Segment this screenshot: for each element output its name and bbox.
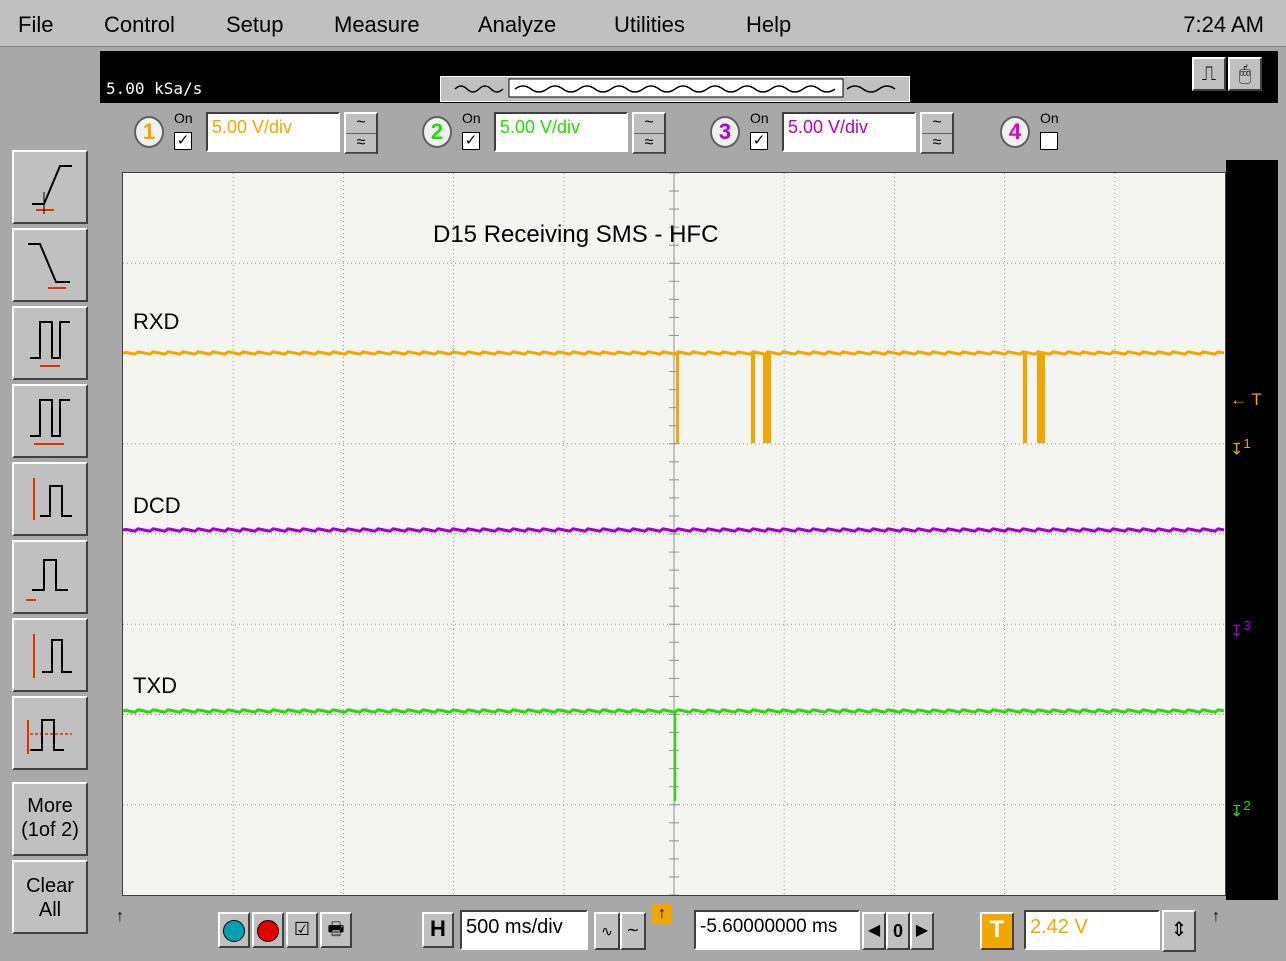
single-icon: ☑ [293,919,311,939]
rxd-pulse [751,353,755,443]
print-icon: 🖶 [327,919,345,939]
txd-trace [122,708,1225,714]
channel-2-button[interactable]: 2 [422,116,452,148]
rise-time-icon[interactable] [12,150,88,224]
stop-icon [257,920,279,942]
channel-3-scale-field[interactable]: 5.00 V/div [782,112,916,152]
delay-zero-button[interactable]: 0 [886,912,910,950]
menu-utilities[interactable]: Utilities [614,12,685,37]
menu-file[interactable]: File [18,12,54,37]
pulse-mode-icon[interactable]: ⎍ [1192,57,1226,91]
rxd-pulse [1037,353,1045,443]
menu-help[interactable]: Help [746,12,792,37]
delay-marker-icon: ↑ [652,904,672,924]
ch2-ground-marker[interactable]: ↧2 [1230,798,1251,821]
menu-bar: File Control Setup Measure Analyze Utili… [0,0,1286,47]
channel-controls: 1 On ✓ 5.00 V/div ~ ≈ 2 On ✓ 5.00 V/div ~… [100,104,1278,160]
channel-4-on-checkbox[interactable] [1040,132,1058,150]
trigger-level-field[interactable]: 2.42 V [1024,910,1160,950]
screen-annotation: D15 Receiving SMS - HFC [433,221,719,248]
delay-right-button[interactable]: ▶ [910,912,934,950]
sample-rate: 5.00 kSa/s [106,79,203,98]
waveform-grid [122,172,1225,896]
minimum-icon[interactable] [12,540,88,614]
mouse-mode-icon[interactable]: 🖱 [1228,57,1262,91]
scroll-up-arrow-icon[interactable]: ↑ [116,908,124,925]
dcd-trace [122,527,1225,533]
channel-4-button[interactable]: 4 [1000,116,1030,148]
channel-1-scale-spinner[interactable]: ~ ≈ [344,112,378,154]
menu-analyze[interactable]: Analyze [478,12,557,37]
channel-1-scale-field[interactable]: 5.00 V/div [206,112,340,152]
scroll-up-right-arrow-icon[interactable]: ↑ [1212,908,1220,925]
horizontal-button[interactable]: H [422,912,454,948]
menu-setup[interactable]: Setup [226,12,284,37]
channel-3-button[interactable]: 3 [710,116,740,148]
trace-label-dcd: DCD [133,493,181,518]
run-button[interactable] [218,912,250,948]
rxd-pulse [763,353,771,443]
rxd-pulse [1023,353,1027,443]
channel-2-on-checkbox[interactable]: ✓ [462,132,480,150]
run-icon [223,920,245,942]
trace-label-rxd: RXD [133,309,180,334]
more-label: More [27,795,73,817]
channel-2-on-label: On [462,110,481,126]
channel-2-scale-field[interactable]: 5.00 V/div [494,112,628,152]
timebase-coarse-button[interactable]: ∼ [620,912,646,950]
display-mode-buttons: ⎍ 🖱 [1192,57,1272,95]
timebase-field[interactable]: 500 ms/div [460,910,588,950]
channel-3-scale-spinner[interactable]: ~ ≈ [920,112,954,154]
clock: 7:24 AM [1183,12,1264,37]
delay-left-button[interactable]: ◀ [862,912,886,950]
all-label: All [38,899,62,921]
marker-strip [1226,160,1278,900]
memory-bar[interactable] [440,76,910,102]
rxd-pulse [676,353,679,443]
frequency-icon[interactable] [12,384,88,458]
channel-3-on-checkbox[interactable]: ✓ [750,132,768,150]
channel-1-on-label: On [174,110,193,126]
channel-1-button[interactable]: 1 [134,116,164,148]
channel-1-on-checkbox[interactable]: ✓ [174,132,192,150]
waveform-display[interactable]: D15 Receiving SMS - HFC RXD DCD TXD [122,172,1226,896]
ch3-ground-marker[interactable]: ↧3 [1230,618,1251,641]
measurement-toolbar: More (1of 2) Clear All [4,146,96,946]
menu-control[interactable]: Control [104,12,175,37]
trigger-level-spinner[interactable]: ⇕ [1162,910,1196,952]
more-button[interactable]: More (1of 2) [12,782,88,856]
ch2-marker-label: 2 [1243,798,1251,813]
stop-button[interactable] [252,912,284,948]
rxd-trace [122,350,1225,356]
menu-measure[interactable]: Measure [334,12,420,37]
delay-field[interactable]: -5.60000000 ms [694,910,860,950]
bottom-controls: ↑ ☑ 🖶 H 500 ms/div ∿ ∼ ↑ -5.60000000 ms … [100,900,1278,956]
more-page-label: (1of 2) [21,819,79,841]
channel-4-on-label: On [1040,110,1059,126]
average-icon[interactable] [12,696,88,770]
memory-bar-waveform-icon [454,78,896,98]
clear-label: Clear [26,875,74,897]
period-icon[interactable] [12,306,88,380]
trigger-button[interactable]: T [980,912,1014,950]
ch1-ground-marker[interactable]: ↧1 [1230,436,1251,459]
peak-to-peak-icon[interactable] [12,462,88,536]
timebase-fine-button[interactable]: ∿ [594,912,620,950]
trace-label-txd: TXD [133,673,177,698]
clear-all-button[interactable]: Clear All [12,860,88,934]
trigger-level-marker: ← T [1230,390,1262,409]
channel-3-on-label: On [750,110,769,126]
ch1-marker-label: 1 [1243,436,1251,451]
fall-time-icon[interactable] [12,228,88,302]
channel-2-scale-spinner[interactable]: ~ ≈ [632,112,666,154]
print-button[interactable]: 🖶 [320,912,352,948]
maximum-icon[interactable] [12,618,88,692]
ch3-marker-label: 3 [1243,618,1251,633]
single-button[interactable]: ☑ [286,912,318,948]
